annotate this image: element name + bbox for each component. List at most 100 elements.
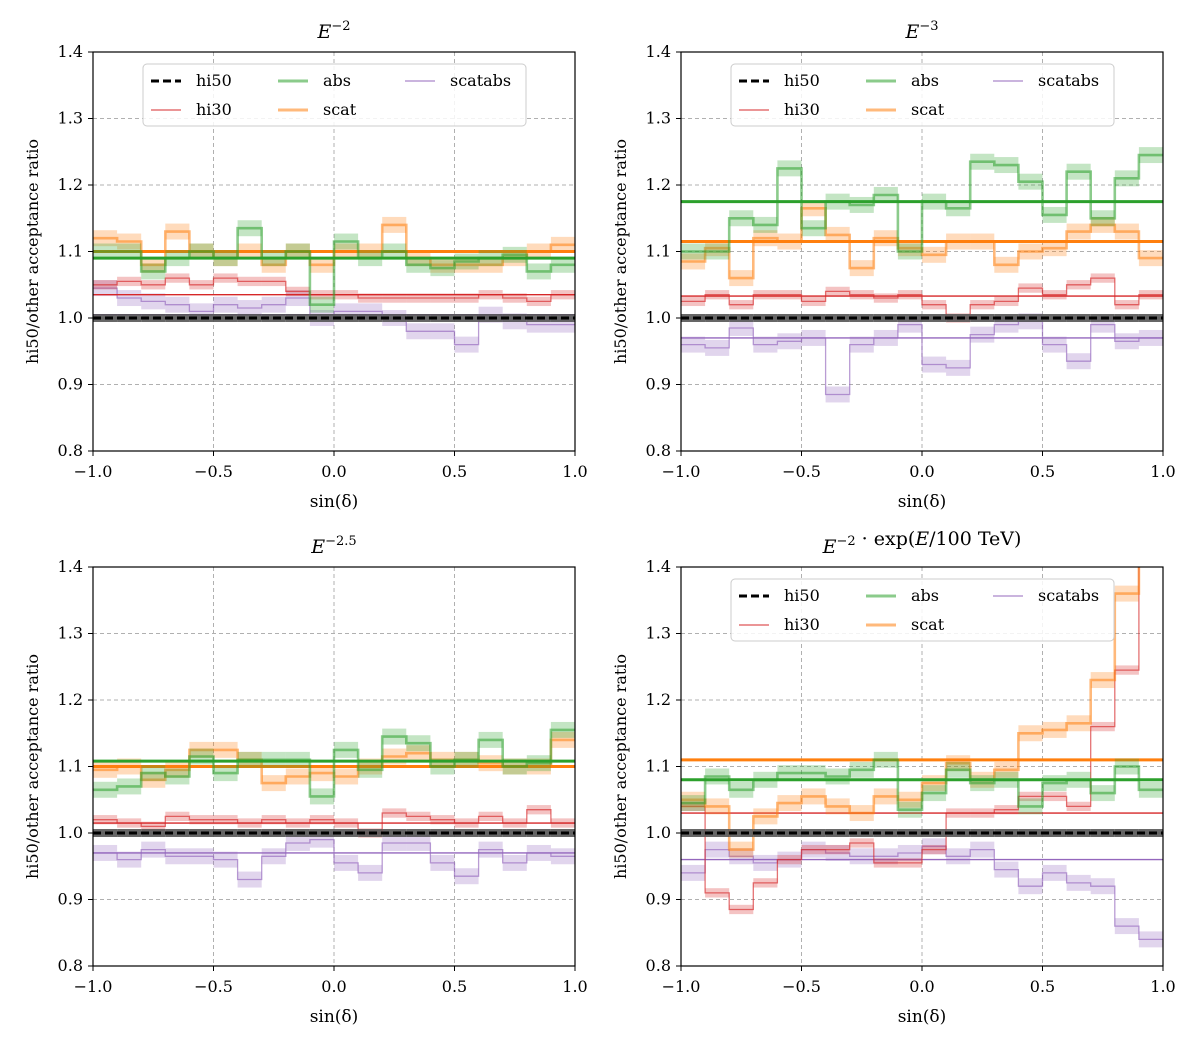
x-tick-label: 1.0 — [1150, 462, 1175, 481]
series-hi30 — [681, 542, 1163, 915]
y-tick-label: 1.1 — [646, 242, 671, 261]
legend-label-scat: scat — [911, 615, 945, 634]
legend-frame — [730, 63, 1115, 127]
x-tick-label: 0.5 — [1030, 462, 1055, 481]
y-tick-label: 1.4 — [646, 557, 671, 576]
y-tick-label: 1.0 — [646, 308, 671, 327]
legend-label-hi50: hi50 — [784, 71, 820, 90]
plot-area — [93, 216, 575, 353]
y-tick-label: 0.8 — [646, 441, 671, 460]
y-tick-label: 0.9 — [58, 375, 83, 394]
series-abs — [681, 751, 1163, 818]
legend-label-scat: scat — [911, 100, 945, 119]
legend-label-scat: scat — [323, 100, 357, 119]
x-tick-label: 0.5 — [442, 462, 467, 481]
legend-label-scatabs: scatabs — [450, 71, 511, 90]
step-line-scatabs — [681, 320, 1163, 396]
uncertainty-band-scat — [1139, 539, 1163, 555]
x-tick-label: 0.0 — [321, 462, 346, 481]
y-tick-label: 0.9 — [58, 890, 83, 909]
y-tick-label: 1.1 — [58, 757, 83, 776]
x-axis-label: sin(δ) — [898, 1007, 947, 1027]
step-line-scatabs — [93, 838, 575, 881]
legend-label-hi30: hi30 — [196, 100, 232, 119]
series-hi50 — [681, 829, 1163, 837]
y-tick-label: 1.4 — [58, 42, 83, 61]
y-tick-label: 1.3 — [646, 624, 671, 643]
series-abs — [681, 147, 1163, 260]
step-line-abs — [93, 728, 575, 798]
y-tick-label: 1.3 — [58, 109, 83, 128]
x-tick-label: 0.0 — [321, 977, 346, 996]
y-tick-label: 1.2 — [646, 690, 671, 709]
plot-area — [681, 539, 1163, 948]
uncertainty-band-hi30 — [1139, 542, 1163, 551]
x-tick-label: −0.5 — [782, 977, 821, 996]
x-axis-label: sin(δ) — [898, 492, 947, 512]
chart-panel-1: −1.0 −0.5 0.0 0.5 1.0 0.8 0.9 1.0 1.1 1.2 1.3 1.4 si… — [23, 19, 588, 512]
y-tick-label: 1.2 — [58, 175, 83, 194]
y-tick-label: 1.0 — [58, 823, 83, 842]
step-line-hi30 — [681, 277, 1163, 319]
x-tick-label: −0.5 — [194, 977, 233, 996]
x-tick-label: 0.0 — [909, 977, 934, 996]
legend-label-hi50: hi50 — [784, 586, 820, 605]
y-tick-label: 1.3 — [646, 109, 671, 128]
legend: hi50 hi30 abs scat scatabs — [730, 63, 1115, 127]
y-tick-label: 1.3 — [58, 624, 83, 643]
y-tick-label: 1.0 — [646, 823, 671, 842]
y-tick-label: 1.2 — [58, 690, 83, 709]
series-hi50 — [681, 314, 1163, 322]
series-scatabs — [681, 313, 1163, 403]
y-tick-label: 1.1 — [646, 757, 671, 776]
y-tick-label: 1.4 — [646, 42, 671, 61]
legend-label-hi50: hi50 — [196, 71, 232, 90]
legend-frame — [142, 63, 527, 127]
x-tick-label: 1.0 — [562, 977, 587, 996]
plot-area — [93, 721, 575, 888]
legend-label-scatabs: scatabs — [1038, 71, 1099, 90]
chart-title: E−2.5 — [310, 534, 356, 558]
y-tick-label: 1.0 — [58, 308, 83, 327]
y-tick-label: 0.9 — [646, 375, 671, 394]
chart-title: E−3 — [904, 19, 938, 43]
legend-label-hi30: hi30 — [784, 615, 820, 634]
x-tick-label: 0.0 — [909, 462, 934, 481]
series-abs — [93, 220, 575, 313]
x-tick-label: −1.0 — [662, 462, 701, 481]
y-tick-label: 1.2 — [646, 175, 671, 194]
legend-label-scatabs: scatabs — [1038, 586, 1099, 605]
y-tick-label: 0.8 — [58, 956, 83, 975]
series-hi50 — [93, 314, 575, 322]
x-tick-label: 0.5 — [442, 977, 467, 996]
y-axis-label: hi50/other acceptance ratio — [23, 139, 42, 364]
chart-title: E−2 — [316, 19, 350, 43]
chart-panel-4: −1.0 −0.5 0.0 0.5 1.0 0.8 0.9 1.0 1.1 1.2 1.3 1.4 si… — [611, 528, 1176, 1027]
x-axis-label: sin(δ) — [310, 492, 359, 512]
x-tick-label: −0.5 — [194, 462, 233, 481]
y-tick-label: 0.8 — [58, 441, 83, 460]
step-line-scat — [681, 567, 1141, 851]
x-axis-label: sin(δ) — [310, 1007, 359, 1027]
x-tick-label: 1.0 — [1150, 977, 1175, 996]
x-tick-label: −0.5 — [782, 462, 821, 481]
x-tick-label: −1.0 — [662, 977, 701, 996]
legend: hi50 hi30 abs scat scatabs — [730, 578, 1115, 642]
legend-label-abs: abs — [323, 71, 351, 90]
x-tick-label: 0.5 — [1030, 977, 1055, 996]
plot-area — [681, 147, 1163, 403]
y-tick-label: 1.4 — [58, 557, 83, 576]
y-axis-label: hi50/other acceptance ratio — [611, 139, 630, 364]
y-axis-label: hi50/other acceptance ratio — [611, 654, 630, 879]
chart-title: E−2 · exp(E/100 TeV) — [822, 528, 1022, 558]
series-scatabs — [93, 831, 575, 888]
y-tick-label: 0.9 — [646, 890, 671, 909]
legend-label-hi30: hi30 — [784, 100, 820, 119]
legend-label-abs: abs — [911, 586, 939, 605]
x-tick-label: −1.0 — [74, 977, 113, 996]
legend: hi50 hi30 abs scat scatabs — [142, 63, 527, 127]
y-axis-label: hi50/other acceptance ratio — [23, 654, 42, 879]
step-line-scatabs — [681, 845, 1163, 941]
x-tick-label: −1.0 — [74, 462, 113, 481]
